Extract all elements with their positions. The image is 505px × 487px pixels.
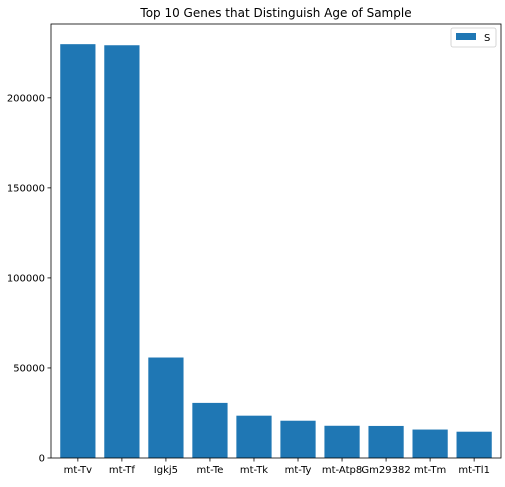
bar-mt-Tl1 (456, 431, 492, 458)
chart-title: Top 10 Genes that Distinguish Age of Sam… (139, 6, 411, 20)
y-tick-label: 50000 (13, 363, 45, 374)
x-tick-label: mt-Tf (109, 465, 135, 476)
y-tick-label: 150000 (7, 183, 45, 194)
x-tick-label: mt-Tm (414, 465, 446, 476)
bar-mt-Tm (412, 429, 448, 458)
bar-mt-Tv (60, 44, 96, 458)
bar-Gm29382 (368, 425, 404, 458)
x-axis: mt-Tv mt-Tf Igkj5 mt-Te mt-Tk mt-Ty mt-Atp8 Gm2… (64, 458, 490, 476)
y-tick-label: 200000 (7, 93, 45, 104)
plot-frame (50, 23, 502, 459)
bar-mt-Tf (104, 45, 140, 459)
bar-mt-Tk (236, 415, 272, 458)
x-tick-label: Igkj5 (154, 465, 178, 476)
y-axis: 0 50000 100000 150000 200000 (7, 93, 51, 465)
y-tick-label: 100000 (7, 273, 45, 284)
bar-mt-Ty (280, 420, 316, 458)
x-tick-label: mt-Atp8 (322, 465, 362, 476)
x-tick-label: Gm29382 (361, 465, 410, 476)
x-tick-label: mt-Tl1 (458, 465, 490, 476)
x-tick-label: mt-Te (196, 465, 223, 476)
legend: S (450, 27, 497, 48)
bar-mt-Te (192, 402, 228, 458)
bars-layer (60, 44, 492, 459)
bar-Igkj5 (148, 357, 184, 458)
y-tick-label: 0 (39, 454, 45, 465)
x-tick-label: mt-Tv (64, 465, 92, 476)
x-tick-label: mt-Ty (285, 465, 312, 476)
legend-swatch (456, 33, 476, 40)
x-tick-label: mt-Tk (240, 465, 268, 476)
legend-label: S (484, 33, 490, 44)
bar-mt-Atp8 (324, 425, 360, 458)
